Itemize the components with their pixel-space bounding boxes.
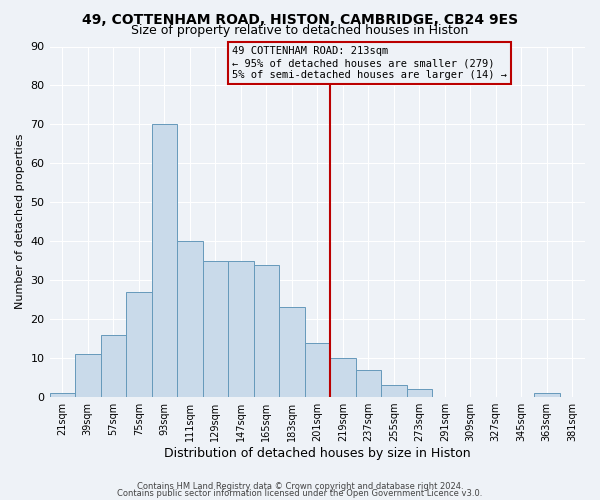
Bar <box>356 370 381 397</box>
Y-axis label: Number of detached properties: Number of detached properties <box>15 134 25 310</box>
Text: 49, COTTENHAM ROAD, HISTON, CAMBRIDGE, CB24 9ES: 49, COTTENHAM ROAD, HISTON, CAMBRIDGE, C… <box>82 12 518 26</box>
Text: Contains public sector information licensed under the Open Government Licence v3: Contains public sector information licen… <box>118 489 482 498</box>
Bar <box>228 260 254 397</box>
Bar <box>101 335 126 397</box>
Text: Size of property relative to detached houses in Histon: Size of property relative to detached ho… <box>131 24 469 37</box>
Bar <box>330 358 356 397</box>
Bar <box>50 393 75 397</box>
Bar <box>254 264 279 397</box>
Bar <box>177 242 203 397</box>
Bar <box>534 393 560 397</box>
Bar <box>152 124 177 397</box>
Text: 49 COTTENHAM ROAD: 213sqm
← 95% of detached houses are smaller (279)
5% of semi-: 49 COTTENHAM ROAD: 213sqm ← 95% of detac… <box>232 46 507 80</box>
Bar <box>203 260 228 397</box>
X-axis label: Distribution of detached houses by size in Histon: Distribution of detached houses by size … <box>164 447 470 460</box>
Text: Contains HM Land Registry data © Crown copyright and database right 2024.: Contains HM Land Registry data © Crown c… <box>137 482 463 491</box>
Bar <box>75 354 101 397</box>
Bar <box>381 386 407 397</box>
Bar <box>126 292 152 397</box>
Bar <box>279 308 305 397</box>
Bar <box>407 390 432 397</box>
Bar <box>305 342 330 397</box>
